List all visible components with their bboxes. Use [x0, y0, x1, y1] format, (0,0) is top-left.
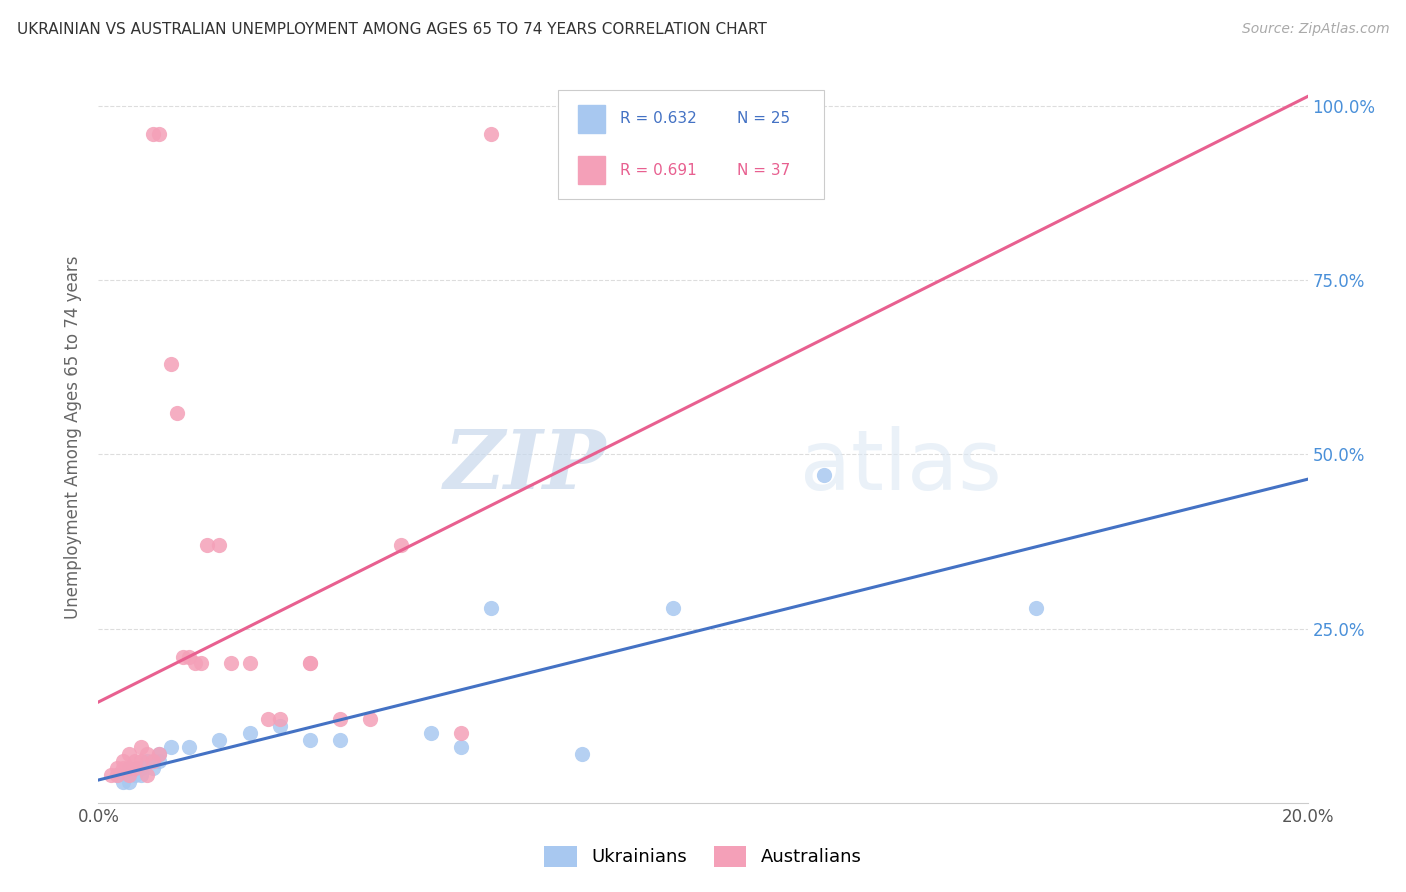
- Point: [481, 600, 503, 615]
- Text: ZIP: ZIP: [444, 426, 606, 507]
- Text: Source: ZipAtlas.com: Source: ZipAtlas.com: [1241, 22, 1389, 37]
- Point: [420, 726, 443, 740]
- Point: [135, 754, 157, 768]
- Point: [360, 712, 382, 726]
- Y-axis label: Unemployment Among Ages 65 to 74 years: Unemployment Among Ages 65 to 74 years: [65, 255, 83, 619]
- Point: [1024, 600, 1046, 615]
- Text: R = 0.691: R = 0.691: [620, 162, 696, 178]
- Point: [450, 726, 472, 740]
- Point: [179, 649, 201, 664]
- Point: [129, 740, 152, 755]
- FancyBboxPatch shape: [578, 105, 605, 133]
- Point: [135, 768, 157, 782]
- Point: [105, 768, 128, 782]
- Text: N = 25: N = 25: [737, 112, 790, 127]
- Point: [148, 754, 170, 768]
- Text: UKRAINIAN VS AUSTRALIAN UNEMPLOYMENT AMONG AGES 65 TO 74 YEARS CORRELATION CHART: UKRAINIAN VS AUSTRALIAN UNEMPLOYMENT AMO…: [17, 22, 766, 37]
- Text: R = 0.632: R = 0.632: [620, 112, 696, 127]
- Point: [118, 775, 141, 789]
- Point: [299, 657, 322, 671]
- Point: [124, 768, 146, 782]
- Point: [256, 712, 278, 726]
- Point: [148, 127, 170, 141]
- Point: [105, 768, 128, 782]
- Point: [269, 712, 291, 726]
- Point: [142, 761, 165, 775]
- Point: [129, 761, 152, 775]
- Point: [160, 740, 183, 755]
- Point: [389, 538, 412, 552]
- Point: [148, 747, 170, 761]
- Point: [239, 726, 262, 740]
- Point: [172, 649, 194, 664]
- Point: [129, 768, 152, 782]
- Point: [221, 657, 243, 671]
- Point: [661, 600, 683, 615]
- Point: [129, 754, 152, 768]
- Point: [118, 761, 141, 775]
- Point: [179, 740, 201, 755]
- Point: [100, 768, 122, 782]
- Point: [148, 747, 170, 761]
- Point: [111, 761, 134, 775]
- Point: [135, 747, 157, 761]
- Point: [481, 127, 503, 141]
- Point: [190, 657, 212, 671]
- Point: [269, 719, 291, 733]
- Point: [105, 761, 128, 775]
- Point: [208, 538, 231, 552]
- Point: [329, 712, 352, 726]
- Point: [166, 406, 188, 420]
- FancyBboxPatch shape: [578, 156, 605, 184]
- FancyBboxPatch shape: [558, 90, 824, 200]
- Point: [299, 657, 322, 671]
- Point: [124, 754, 146, 768]
- Legend: Ukrainians, Australians: Ukrainians, Australians: [537, 838, 869, 874]
- Text: N = 37: N = 37: [737, 162, 790, 178]
- Point: [111, 754, 134, 768]
- Point: [299, 733, 322, 747]
- Point: [118, 768, 141, 782]
- Point: [450, 740, 472, 755]
- Point: [184, 657, 207, 671]
- Point: [160, 357, 183, 371]
- Text: atlas: atlas: [800, 425, 1001, 507]
- Point: [142, 127, 165, 141]
- Point: [118, 747, 141, 761]
- Point: [195, 538, 218, 552]
- Point: [142, 754, 165, 768]
- Point: [239, 657, 262, 671]
- Point: [111, 775, 134, 789]
- Point: [329, 733, 352, 747]
- Point: [813, 468, 835, 483]
- Point: [118, 761, 141, 775]
- Point: [208, 733, 231, 747]
- Point: [124, 761, 146, 775]
- Point: [571, 747, 593, 761]
